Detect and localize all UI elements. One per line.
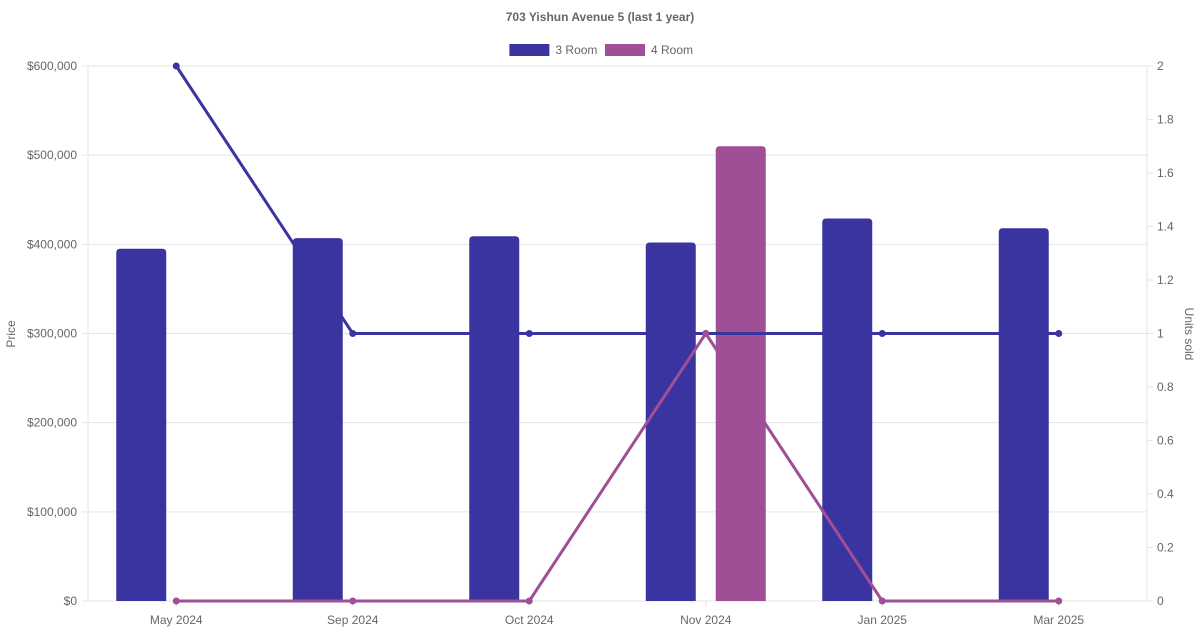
point-1-5[interactable]: [1055, 597, 1063, 605]
right-tick-label: 2: [1157, 59, 1164, 73]
line-series-0: [174, 65, 1059, 335]
x-tick-label: May 2024: [150, 613, 203, 627]
bar-0-0[interactable]: [116, 248, 167, 601]
x-axis: May 2024 Sep 2024 Oct 2024 Nov 2024 Jan 2025…: [150, 601, 1084, 627]
right-tick-label: 0: [1157, 594, 1164, 608]
right-axis: 0 0.2 0.4 0.6 0.8 1 1.2 1.4 1.6 1.8 2: [1147, 59, 1174, 608]
gridlines: [87, 65, 1148, 602]
left-tick-label: $300,000: [27, 327, 77, 341]
bar-0-2[interactable]: [469, 236, 520, 601]
x-tick-label: Sep 2024: [327, 613, 379, 627]
point-1-2[interactable]: [525, 597, 533, 605]
legend-label-1[interactable]: 4 Room: [651, 43, 693, 57]
left-tick-label: $200,000: [27, 416, 77, 430]
right-tick-label: 1.8: [1157, 113, 1174, 127]
lines: [172, 62, 1063, 605]
point-0-5[interactable]: [1055, 330, 1063, 337]
left-axis: $0 $100,000 $200,000 $300,000 $400,000 $500,0…: [27, 59, 88, 608]
bar-1-3[interactable]: [715, 146, 766, 601]
right-tick-label: 0.4: [1157, 487, 1174, 501]
left-tick-label: $100,000: [27, 505, 77, 519]
point-0-2[interactable]: [525, 330, 533, 337]
right-tick-label: 1: [1157, 327, 1164, 341]
left-tick-label: $400,000: [27, 237, 77, 251]
right-tick-label: 0.2: [1157, 541, 1174, 555]
point-1-3[interactable]: [702, 330, 710, 337]
legend-swatch-0[interactable]: [509, 44, 550, 56]
left-tick-label: $600,000: [27, 59, 77, 73]
legend: 3 Room 4 Room: [509, 43, 693, 57]
point-1-0[interactable]: [172, 597, 180, 605]
right-tick-label: 1.6: [1157, 166, 1174, 180]
point-0-1[interactable]: [349, 330, 357, 337]
x-tick-label: Jan 2025: [858, 613, 908, 627]
right-axis-title: Units sold: [1182, 308, 1196, 361]
x-tick-label: Oct 2024: [505, 613, 554, 627]
point-1-4[interactable]: [878, 597, 886, 605]
bar-0-5[interactable]: [998, 228, 1049, 602]
line-series-1: [176, 332, 1059, 603]
point-0-0[interactable]: [172, 62, 180, 70]
legend-swatch-1[interactable]: [605, 44, 645, 56]
left-tick-label: $500,000: [27, 148, 77, 162]
legend-label-0[interactable]: 3 Room: [555, 43, 597, 57]
right-tick-label: 0.6: [1157, 434, 1174, 448]
bars: [116, 146, 1049, 602]
right-tick-label: 1.2: [1157, 273, 1174, 287]
left-axis-title: Price: [4, 320, 18, 348]
x-tick-label: Nov 2024: [680, 613, 732, 627]
bar-0-1[interactable]: [292, 238, 343, 601]
chart-title: 703 Yishun Avenue 5 (last 1 year): [506, 10, 695, 24]
bar-0-3[interactable]: [645, 242, 696, 602]
right-tick-label: 0.8: [1157, 380, 1174, 394]
right-tick-label: 1.4: [1157, 220, 1174, 234]
bar-0-4[interactable]: [822, 218, 873, 601]
left-tick-label: $0: [64, 594, 78, 608]
point-0-4[interactable]: [878, 330, 886, 337]
x-tick-label: Mar 2025: [1033, 613, 1084, 627]
point-1-1[interactable]: [349, 597, 357, 605]
